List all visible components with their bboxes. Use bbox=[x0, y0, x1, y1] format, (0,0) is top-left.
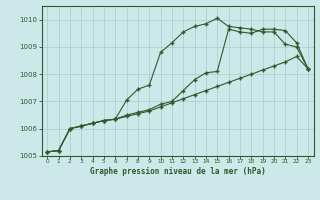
X-axis label: Graphe pression niveau de la mer (hPa): Graphe pression niveau de la mer (hPa) bbox=[90, 167, 266, 176]
